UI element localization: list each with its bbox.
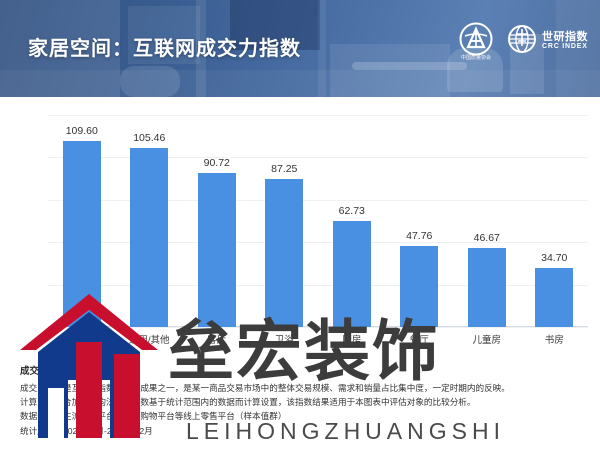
gridline — [48, 242, 588, 244]
bar-slot[interactable]: 62.73 厨房 — [320, 115, 383, 346]
bar-rect[interactable] — [197, 173, 236, 327]
banner-photo-shape — [318, 0, 326, 97]
bar-slot[interactable]: 105.46 通用/其他 — [118, 115, 181, 346]
bar-slot[interactable]: 46.67 儿童房 — [455, 115, 518, 346]
bar-rect[interactable] — [62, 141, 101, 327]
bar-value-label: 34.70 — [541, 252, 568, 265]
x-axis-category-label: 厨房 — [342, 335, 362, 346]
note-line: 计算方法综合加权平均法，该系数基于统计范围内的数据而计算设置，该指数结果适用于本… — [20, 397, 476, 408]
note-line: 成交力指数是互联网指数化研究成果之一，是某一商品交易市场中的整体交易规模、需求和… — [20, 383, 510, 393]
bar-value-label: 109.60 — [65, 125, 98, 138]
bar-value-label: 47.76 — [406, 230, 433, 242]
cqa-emblem-icon: 中国质量协会 — [459, 22, 493, 61]
x-axis-category-label: 卫浴 — [274, 335, 294, 346]
crc-logo-text: 世研指数 CRC INDEX — [542, 30, 588, 51]
banner-photo-shape — [128, 6, 200, 64]
crc-logo-name-en: CRC INDEX — [542, 43, 588, 51]
bar-rect[interactable] — [130, 148, 169, 327]
gridline — [48, 327, 588, 328]
x-axis-category-label: 餐厅 — [409, 335, 429, 346]
banner-photo-shape — [196, 0, 206, 97]
logo-group: 中国质量协会 世研指数 CRC INDEX — [459, 22, 588, 61]
bar-value-label: 90.72 — [203, 157, 230, 170]
bar-slot[interactable]: 47.76 餐厅 — [388, 115, 451, 346]
gridline — [48, 199, 588, 201]
bar-rect[interactable] — [467, 247, 506, 327]
cqa-logo: 中国质量协会 — [459, 22, 493, 61]
gridline — [48, 157, 588, 159]
banner-photo-shape — [230, 0, 320, 50]
footer-note: 成交力指数说明 成交力指数是互联网指数化研究成果之一，是某一商品交易市场中的整体… — [0, 355, 600, 463]
banner-photo-shape — [0, 70, 600, 97]
crc-index-logo: 世研指数 CRC INDEX — [507, 24, 588, 59]
x-axis-category-label: 通用/其他 — [128, 335, 170, 346]
page-title: 家居空间：互联网成交力指数 — [28, 38, 301, 60]
bar-value-label: 62.73 — [338, 204, 365, 217]
crc-logo-name-cn: 世研指数 — [542, 30, 588, 43]
bar-value-label: 105.46 — [133, 132, 166, 145]
bar-slot[interactable]: 87.25 卫浴 — [253, 115, 316, 346]
x-axis-baseline — [48, 326, 588, 327]
chart-panel: 109.60 卧室 105.46 通用/其他 90.72 客厅 87.25 卫浴 62.73 厨房… — [0, 97, 600, 355]
x-axis-category-label: 卧室 — [72, 335, 92, 346]
x-axis-category-label: 书房 — [544, 335, 564, 346]
bar-series: 109.60 卧室 105.46 通用/其他 90.72 客厅 87.25 卫浴 62.73 厨房… — [48, 115, 588, 346]
cqa-logo-caption: 中国质量协会 — [460, 55, 492, 61]
banner-photo-shape — [352, 62, 467, 70]
note-lines: 成交力指数是互联网指数化研究成果之一，是某一商品交易市场中的整体交易规模、需求和… — [20, 381, 584, 438]
bar-rect[interactable] — [400, 246, 439, 327]
note-line: 统计周期：2022年1月-2023年12月 — [20, 425, 153, 436]
bar-chart-plot-area: 109.60 卧室 105.46 通用/其他 90.72 客厅 87.25 卫浴 62.73 厨房… — [48, 115, 588, 346]
note-title: 成交力指数说明 — [20, 366, 87, 377]
bar-rect[interactable] — [535, 268, 574, 327]
banner-photo-shape — [330, 44, 450, 97]
bar-slot[interactable]: 109.60 卧室 — [50, 115, 113, 346]
banner-photo-shape — [120, 66, 180, 97]
note-line: 数据来源：主流电商平台、网络购物平台等线上零售平台（样本值群） — [20, 411, 287, 422]
bar-slot[interactable]: 90.72 客厅 — [185, 115, 248, 346]
crc-globe-icon — [507, 24, 537, 59]
x-axis-category-label: 儿童房 — [472, 335, 501, 346]
bar-rect[interactable] — [265, 179, 304, 327]
bar-slot[interactable]: 34.70 书房 — [523, 115, 586, 346]
gridline — [48, 284, 588, 286]
header-banner: 家居空间：互联网成交力指数 中国质量协会 — [0, 0, 600, 97]
banner-photo-shape — [0, 0, 120, 97]
bar-rect[interactable] — [332, 220, 371, 327]
x-axis-category-label: 客厅 — [207, 335, 227, 346]
gridline — [48, 115, 588, 116]
bar-value-label: 87.25 — [271, 163, 298, 176]
banner-photo-shape — [556, 0, 600, 97]
bar-value-label: 46.67 — [473, 231, 500, 244]
